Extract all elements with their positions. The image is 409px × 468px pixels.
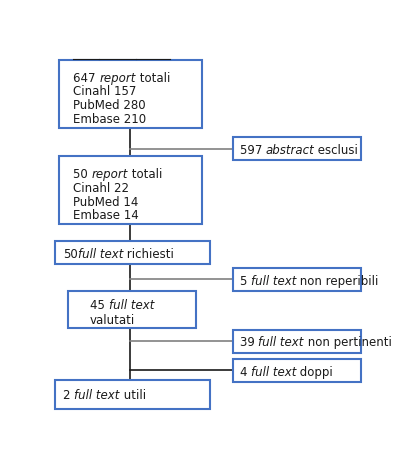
Text: report: report (91, 168, 128, 181)
Text: richiesti: richiesti (123, 248, 173, 261)
Bar (233, 137, 360, 160)
Text: full text: full text (108, 299, 154, 312)
Text: doppi: doppi (295, 366, 332, 379)
Bar (55, 241, 210, 264)
Text: 647: 647 (73, 72, 99, 85)
Text: Embase 210: Embase 210 (73, 113, 146, 126)
Text: full text: full text (250, 366, 295, 379)
Bar (68, 291, 196, 328)
Text: 597: 597 (239, 144, 265, 157)
Bar (59, 156, 202, 224)
Text: Cinahl 22: Cinahl 22 (73, 182, 129, 195)
Text: PubMed 280: PubMed 280 (73, 99, 145, 112)
Text: full text: full text (77, 248, 123, 261)
Text: valutati: valutati (90, 314, 135, 327)
Text: 5: 5 (239, 275, 250, 288)
Text: full text: full text (74, 389, 119, 402)
Text: Cinahl 157: Cinahl 157 (73, 86, 136, 98)
Text: 50: 50 (73, 168, 91, 181)
Text: utili: utili (119, 389, 145, 402)
Text: PubMed 14: PubMed 14 (73, 196, 138, 209)
Text: totali: totali (128, 168, 162, 181)
Text: non pertinenti: non pertinenti (303, 336, 391, 350)
Bar (233, 329, 360, 352)
Text: Embase 14: Embase 14 (73, 209, 138, 222)
Text: non reperibili: non reperibili (295, 275, 378, 288)
Text: totali: totali (135, 72, 170, 85)
Bar (59, 60, 202, 128)
Text: esclusi: esclusi (314, 144, 357, 157)
Text: 4: 4 (239, 366, 250, 379)
Bar (233, 268, 360, 291)
Text: report: report (99, 72, 135, 85)
Text: full text: full text (250, 275, 295, 288)
Text: full text: full text (258, 336, 303, 350)
Text: 50: 50 (63, 248, 77, 261)
Text: abstract: abstract (265, 144, 314, 157)
Text: 45: 45 (90, 299, 108, 312)
Text: 2: 2 (63, 389, 74, 402)
Bar (233, 359, 360, 382)
Bar (55, 380, 210, 409)
Text: 39: 39 (239, 336, 258, 350)
